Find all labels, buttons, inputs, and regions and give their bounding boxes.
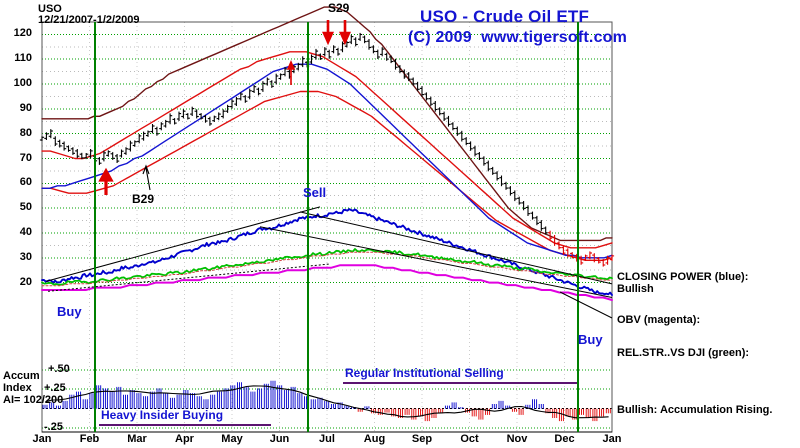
accum-tick-25: -.25 xyxy=(44,421,63,434)
x-tick-may-4: May xyxy=(221,433,243,445)
x-tick-aug-7: Aug xyxy=(363,433,386,445)
accum-tick-25: +.25 xyxy=(44,382,66,395)
x-tick-sep-8: Sep xyxy=(411,433,433,445)
date-range-label: 12/21/2007-1/2/2009 xyxy=(38,14,140,26)
x-tick-jul-6: Jul xyxy=(319,433,335,445)
institutional-banner-underline xyxy=(343,382,577,384)
x-tick-jan-12: Jan xyxy=(602,433,622,445)
y-tick-90: 90 xyxy=(19,101,32,114)
accum-label-line1: Accum xyxy=(3,370,40,382)
chart-title: USO - Crude Oil ETF xyxy=(420,7,590,26)
y-tick-70: 70 xyxy=(19,151,32,164)
x-tick-dec-11: Dec xyxy=(554,433,575,445)
institutional-selling-banner: Regular Institutional Selling xyxy=(345,366,504,380)
legend-closing-power-state: Bullish xyxy=(617,283,654,295)
y-tick-20: 20 xyxy=(19,275,32,288)
y-tick-110: 110 xyxy=(14,52,32,65)
legend-obv: OBV (magenta): xyxy=(617,314,701,326)
x-tick-oct-9: Oct xyxy=(460,433,479,445)
buy-label-right: Buy xyxy=(578,332,603,347)
x-tick-apr-3: Apr xyxy=(175,433,194,445)
legend-closing-power: CLOSING POWER (blue): xyxy=(617,271,749,283)
sell-label: Sell xyxy=(303,185,327,200)
heavy-insider-buying-banner: Heavy Insider Buying xyxy=(101,408,224,422)
accum-label-line3: AI= 102/200 xyxy=(3,394,64,406)
y-tick-30: 30 xyxy=(19,250,32,263)
buy-signal-b29: B29 xyxy=(132,192,155,206)
y-tick-120: 120 xyxy=(13,27,32,40)
copyright-label: (C) 2009 www.tigersoft.com xyxy=(408,29,628,46)
symbol-label: USO xyxy=(38,3,62,15)
x-tick-jan-0: Jan xyxy=(32,433,52,445)
y-tick-40: 40 xyxy=(19,225,32,238)
x-tick-jun-5: Jun xyxy=(269,433,290,445)
accum-tick-50: +.50 xyxy=(48,362,70,375)
buy-label-left: Buy xyxy=(57,304,82,319)
insider-banner-underline xyxy=(99,424,271,426)
y-tick-50: 50 xyxy=(19,201,32,214)
legend-accum-status: Bullish: Accumulation Rising. xyxy=(617,404,773,416)
y-tick-100: 100 xyxy=(13,77,32,90)
y-tick-60: 60 xyxy=(19,176,32,189)
x-tick-mar-2: Mar xyxy=(127,433,147,445)
y-tick-80: 80 xyxy=(19,126,32,139)
accum-label-line2: Index xyxy=(3,382,32,394)
legend-rel-str: REL.STR..VS DJI (green): xyxy=(617,347,750,359)
x-tick-nov-10: Nov xyxy=(506,433,528,445)
sell-signal-s29: S29 xyxy=(328,1,350,15)
x-tick-feb-1: Feb xyxy=(79,433,100,445)
